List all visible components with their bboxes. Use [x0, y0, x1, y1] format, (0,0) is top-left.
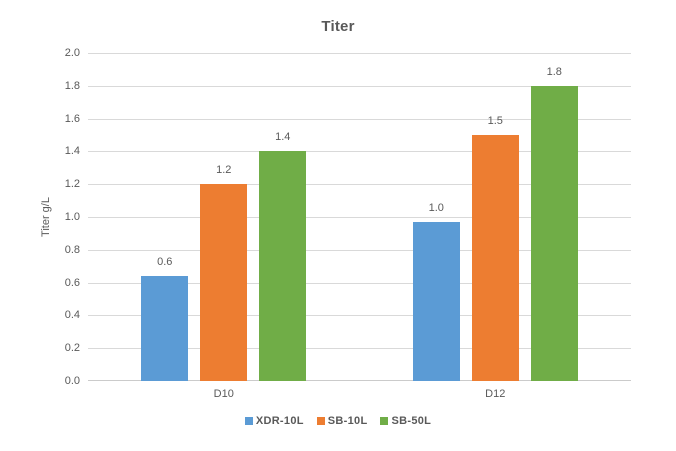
bar-value-label: 1.0 [428, 201, 444, 214]
bar-group-d12: 1.0 1.5 1.8 [360, 53, 632, 381]
y-tick-label: 1.4 [64, 145, 80, 158]
gridline [88, 315, 631, 317]
gridline [88, 151, 631, 153]
x-category-label: D10 [213, 388, 234, 400]
bar-group-d10: 0.6 1.2 1.4 [88, 53, 360, 381]
gridline [88, 348, 631, 350]
gridline [88, 184, 631, 186]
y-tick-label: 1.8 [64, 79, 80, 92]
y-tick-label: 0.4 [64, 309, 80, 322]
legend-item-sb-10l: SB-10L [316, 415, 368, 427]
bar-sb-50l-d12: 1.8 [530, 65, 578, 381]
y-tick-label: 0.6 [64, 276, 80, 289]
legend-swatch-sb-50l [380, 417, 389, 425]
y-tick-label: 2.0 [64, 47, 80, 59]
bar-sb-10l-d10: 1.2 [200, 164, 248, 381]
gridline [88, 282, 631, 284]
gridline [88, 85, 631, 87]
bar-value-label: 1.4 [275, 131, 291, 144]
y-tick-label: 1.6 [64, 112, 80, 125]
bar [471, 135, 519, 381]
bar [530, 85, 578, 381]
bar [412, 221, 460, 381]
gridline [88, 249, 631, 251]
legend-item-sb-50l: SB-50L [380, 415, 431, 427]
legend-swatch-xdr-10l [244, 417, 253, 425]
bar-value-label: 0.6 [157, 256, 173, 268]
bar-value-label: 1.5 [487, 115, 503, 127]
y-tick-label: 0.8 [64, 243, 80, 256]
x-category-label: D12 [485, 388, 506, 400]
bar-sb-10l-d12: 1.5 [471, 115, 519, 381]
legend: XDR-10L SB-10L SB-50L [0, 413, 676, 429]
y-tick-label: 0.2 [64, 342, 80, 355]
legend-label: XDR-10L [255, 415, 304, 427]
bar [141, 276, 189, 381]
legend-swatch-sb-10l [316, 417, 325, 425]
plot-area: 0.6 1.2 1.4 1.0 1.5 1.8 [88, 53, 631, 381]
y-axis-tick-labels: 0.0 0.2 0.4 0.6 0.8 1.0 1.2 1.4 1.6 1.8 2.0 [0, 47, 80, 387]
legend-item-xdr-10l: XDR-10L [244, 415, 304, 427]
gridline [88, 53, 631, 54]
legend-label: SB-50L [391, 415, 432, 427]
legend-label: SB-10L [327, 415, 368, 427]
gridline [88, 217, 631, 218]
gridline [88, 118, 631, 120]
y-tick-label: 1.2 [64, 178, 80, 191]
bar-xdr-10l-d10: 0.6 [141, 256, 189, 381]
x-axis-line [88, 380, 631, 381]
x-axis-labels: D10 D12 [88, 388, 631, 402]
bar-value-label: 1.8 [546, 65, 562, 78]
y-tick-label: 0.0 [64, 375, 80, 387]
bar [200, 184, 248, 381]
y-tick-label: 1.0 [64, 211, 80, 223]
bar-value-label: 1.2 [216, 164, 232, 177]
bar-sb-50l-d10: 1.4 [259, 131, 307, 381]
chart-title: Titer [321, 18, 355, 35]
bar-xdr-10l-d12: 1.0 [412, 201, 460, 381]
bar [259, 151, 307, 381]
